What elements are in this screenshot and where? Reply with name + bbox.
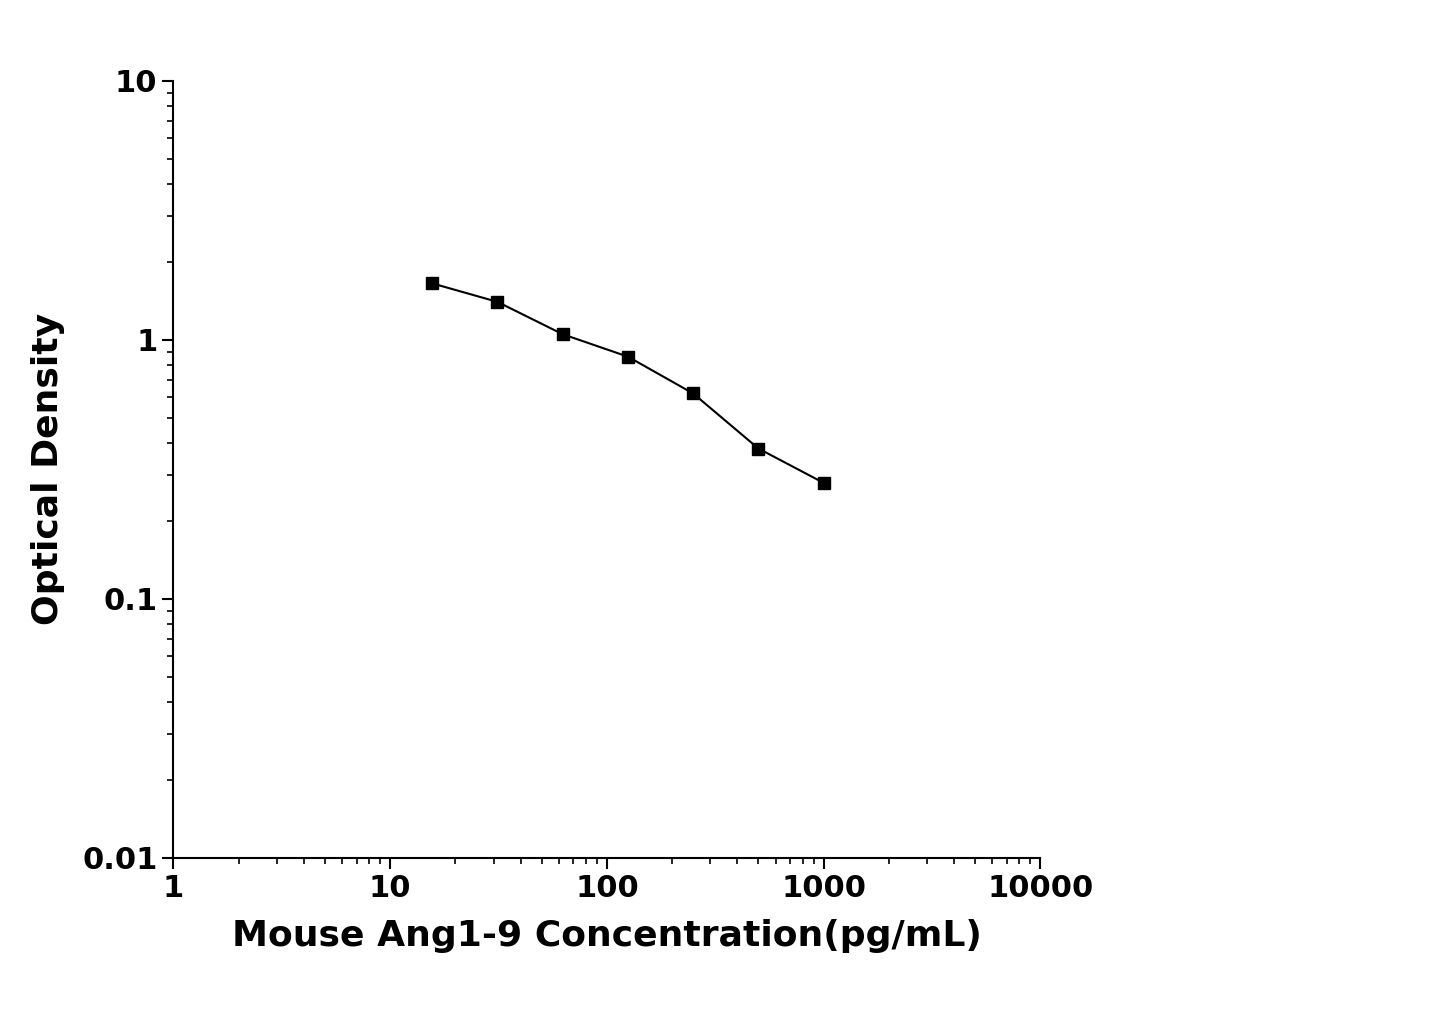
Y-axis label: Optical Density: Optical Density — [32, 313, 65, 626]
X-axis label: Mouse Ang1-9 Concentration(pg/mL): Mouse Ang1-9 Concentration(pg/mL) — [233, 919, 981, 954]
